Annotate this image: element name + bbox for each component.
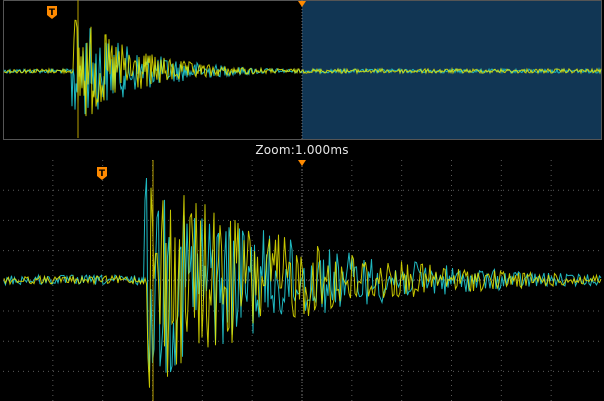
trigger-level-icon[interactable]: T (47, 6, 57, 19)
overview-traces (3, 19, 602, 117)
overview-channel-1-trace (3, 19, 602, 117)
zoom-panel (3, 160, 602, 401)
trigger-position-icon[interactable] (298, 160, 306, 166)
svg-text:T: T (99, 169, 106, 179)
overview-panel (3, 0, 602, 140)
svg-text:T: T (49, 8, 56, 18)
zoom-traces (3, 177, 602, 388)
trigger-level-icon[interactable]: T (97, 167, 107, 180)
zoom-timebase-label: Zoom:1.000ms (255, 143, 349, 157)
zoom-channel-1-trace (3, 187, 602, 388)
trigger-position-icon[interactable] (298, 1, 306, 7)
